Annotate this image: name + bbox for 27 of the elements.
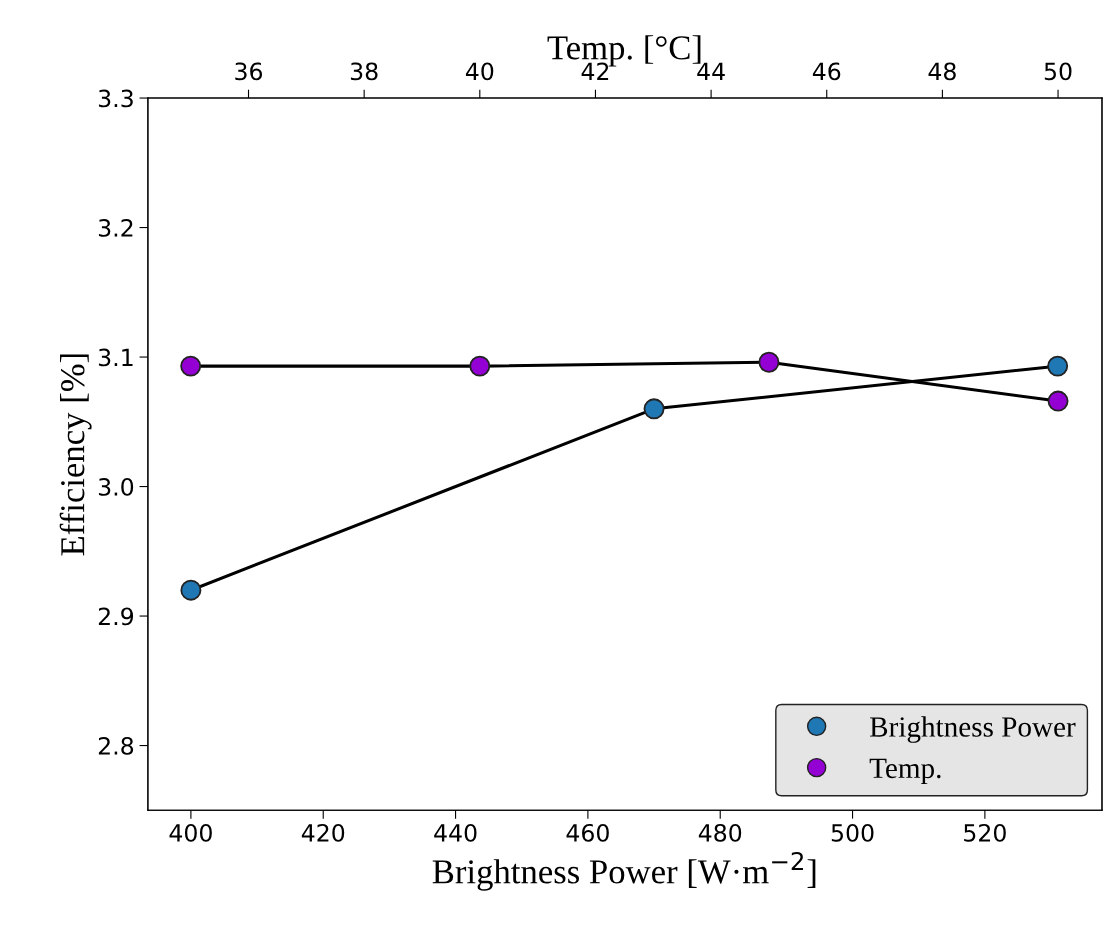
point xyxy=(1047,355,1069,377)
x-tick-label: 500 xyxy=(831,823,874,842)
x2-tick-label: 48 xyxy=(928,62,956,81)
legend-label: Brightness Power xyxy=(869,716,1076,743)
x-tick-label: 400 xyxy=(169,823,212,842)
point xyxy=(180,579,202,601)
x-tick-label: 520 xyxy=(964,823,1006,842)
x-axis-title: Brightness Power [W·m$^{−2}$] xyxy=(432,851,816,891)
y-tick-label: 2.8 xyxy=(98,737,134,755)
x2-tick-label: 50 xyxy=(1044,62,1072,81)
x2-tick-label: 38 xyxy=(350,62,378,81)
x2-tick-label: 40 xyxy=(465,62,494,81)
y-axis-title: Efficiency [%] xyxy=(59,354,92,556)
y-tick-label: 3.2 xyxy=(98,219,133,237)
y-tick-label: 3.0 xyxy=(98,478,134,496)
x2-tick-label: 44 xyxy=(697,62,725,80)
x-tick-label: 480 xyxy=(698,823,742,842)
y-tick-label: 3.3 xyxy=(98,89,133,108)
x2-tick-label: 36 xyxy=(235,62,263,81)
point xyxy=(643,398,665,420)
legend-label: Temp. xyxy=(869,758,941,785)
x-tick-label: 460 xyxy=(566,823,609,842)
x-tick-label: 440 xyxy=(434,823,477,842)
x2-tick-label: 46 xyxy=(812,62,841,81)
y-tick-label: 2.9 xyxy=(98,607,134,626)
x-tick-label: 420 xyxy=(301,823,345,842)
y-tick-label: 3.1 xyxy=(98,348,133,367)
